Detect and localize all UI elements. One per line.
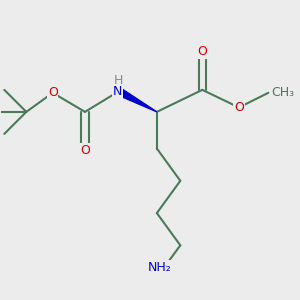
Polygon shape [117, 88, 157, 112]
Text: O: O [48, 86, 58, 99]
Text: CH₃: CH₃ [271, 86, 294, 99]
Text: O: O [197, 45, 207, 58]
Text: O: O [234, 101, 244, 114]
Text: N: N [112, 85, 122, 98]
Text: H: H [114, 74, 123, 87]
Text: O: O [80, 143, 90, 157]
Text: NH₂: NH₂ [148, 261, 172, 274]
